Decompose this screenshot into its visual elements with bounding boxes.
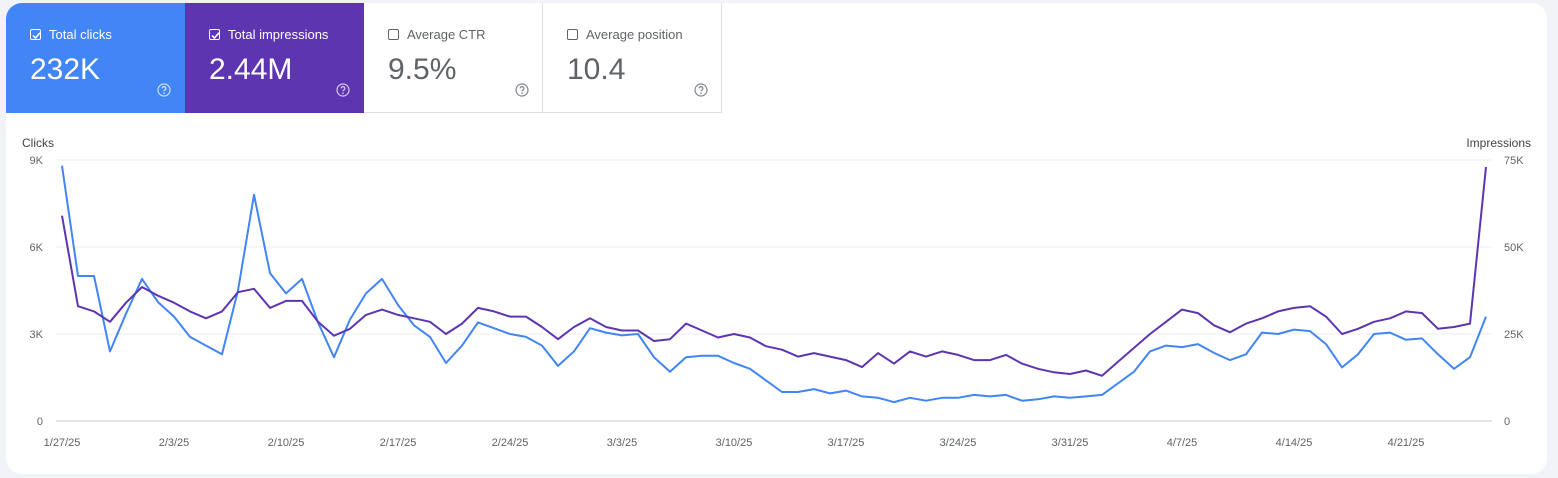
right-axis-title: Impressions (1466, 136, 1531, 150)
x-tick-label: 1/27/25 (44, 437, 81, 449)
left-tick-label: 0 (37, 416, 43, 428)
help-icon[interactable] (157, 83, 171, 97)
checkbox-checked-icon[interactable] (209, 29, 220, 40)
gridlines (56, 159, 1492, 422)
metric-value: 232K (30, 53, 101, 86)
metric-value: 2.44M (209, 53, 293, 86)
metric-label: Average CTR (407, 27, 486, 42)
x-tick-label: 2/10/25 (268, 437, 305, 449)
x-tick-label: 3/17/25 (828, 437, 865, 449)
checkbox-checked-icon[interactable] (30, 29, 41, 40)
x-tick-label: 3/31/25 (1052, 437, 1089, 449)
performance-chart: Clicks Impressions 0 3K 6K 9K 0 25K 50K 75K 1/… (22, 136, 1531, 449)
metric-tab-total-clicks[interactable]: Total clicks 232K (6, 3, 185, 113)
checkbox-unchecked-icon[interactable] (388, 29, 399, 40)
x-tick-label: 2/24/25 (492, 437, 529, 449)
x-axis-ticks: 1/27/25 2/3/25 2/10/25 2/17/25 2/24/25 3/3/25… (44, 437, 1425, 449)
right-tick-label: 0 (1504, 416, 1510, 428)
series-lines (61, 165, 1487, 404)
help-icon[interactable] (694, 83, 708, 97)
left-axis-title: Clicks (22, 136, 54, 150)
x-tick-label: 3/3/25 (607, 437, 638, 449)
x-tick-label: 2/17/25 (380, 437, 417, 449)
left-tick-label: 3K (30, 329, 44, 341)
clicks-line (61, 165, 1487, 404)
right-tick-label: 75K (1504, 155, 1524, 167)
right-axis-ticks: 0 25K 50K 75K (1504, 155, 1524, 428)
metric-tab-average-ctr[interactable]: Average CTR 9.5% (364, 3, 543, 113)
right-tick-label: 50K (1504, 242, 1524, 254)
checkbox-unchecked-icon[interactable] (567, 29, 578, 40)
performance-card: Total clicks 232K Total impressions 2.44… (6, 3, 1547, 474)
x-tick-label: 4/21/25 (1388, 437, 1425, 449)
help-icon[interactable] (515, 83, 529, 97)
x-tick-label: 3/10/25 (716, 437, 753, 449)
left-tick-label: 6K (30, 242, 44, 254)
metric-value: 9.5% (388, 53, 457, 86)
left-axis-ticks: 0 3K 6K 9K (30, 155, 44, 428)
metric-label: Average position (586, 27, 683, 42)
metric-label: Total impressions (228, 27, 329, 42)
x-tick-label: 3/24/25 (940, 437, 977, 449)
metric-label: Total clicks (49, 27, 112, 42)
x-tick-label: 2/3/25 (159, 437, 190, 449)
impressions-line (61, 166, 1487, 377)
left-tick-label: 9K (30, 155, 44, 167)
x-tick-label: 4/7/25 (1167, 437, 1198, 449)
metric-value: 10.4 (567, 53, 626, 86)
metric-tab-total-impressions[interactable]: Total impressions 2.44M (185, 3, 364, 113)
x-tick-label: 4/14/25 (1276, 437, 1313, 449)
right-tick-label: 25K (1504, 329, 1524, 341)
metric-tab-average-position[interactable]: Average position 10.4 (543, 3, 722, 113)
metric-tabs: Total clicks 232K Total impressions 2.44… (6, 3, 722, 113)
help-icon[interactable] (336, 83, 350, 97)
